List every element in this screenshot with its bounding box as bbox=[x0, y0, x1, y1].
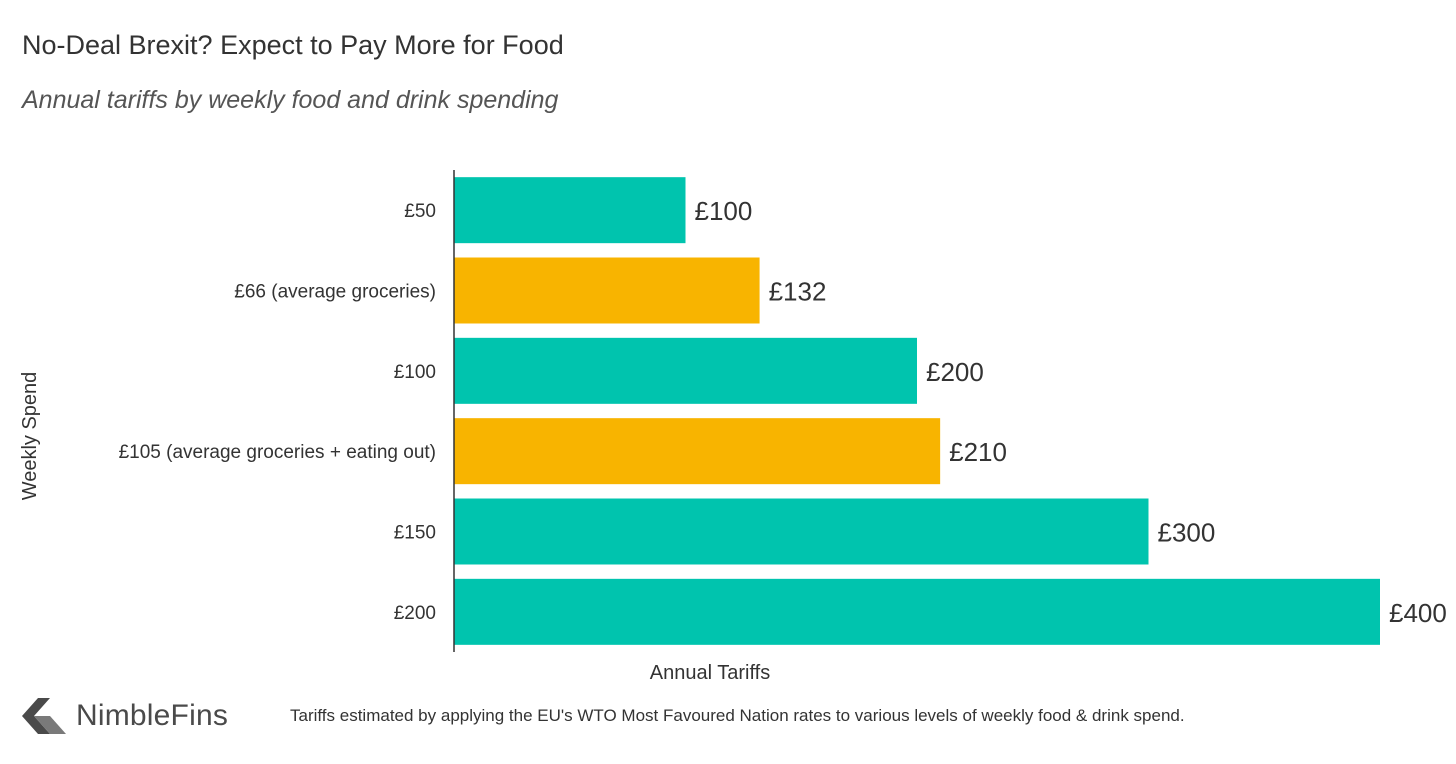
category-label-4: £150 bbox=[394, 523, 436, 544]
y-axis-label: Weekly Spend bbox=[19, 372, 41, 501]
data-label-4: £300 bbox=[1158, 518, 1216, 548]
category-label-0: £50 bbox=[404, 201, 436, 222]
bar-3 bbox=[454, 418, 941, 485]
data-label-5: £400 bbox=[1389, 598, 1447, 628]
bar-2 bbox=[454, 337, 917, 404]
category-label-2: £100 bbox=[394, 362, 436, 383]
category-label-5: £200 bbox=[394, 603, 436, 624]
category-label-3: £105 (average groceries + eating out) bbox=[119, 442, 436, 463]
data-label-2: £200 bbox=[926, 357, 984, 387]
data-label-1: £132 bbox=[769, 277, 827, 307]
bar-0 bbox=[454, 177, 686, 244]
data-label-0: £100 bbox=[695, 196, 753, 226]
bar-1 bbox=[454, 257, 760, 324]
bars-layer: £50 £100 £66 (average groceries) £132 £100 £2… bbox=[119, 177, 1447, 645]
logo-arrow-icon bbox=[22, 698, 66, 734]
chart-title: No-Deal Brexit? Expect to Pay More for F… bbox=[22, 30, 564, 60]
nimblefins-logo: NimbleFins bbox=[20, 698, 228, 734]
category-label-1: £66 (average groceries) bbox=[234, 282, 436, 303]
bar-5 bbox=[454, 578, 1380, 645]
footnote: Tariffs estimated by applying the EU's W… bbox=[290, 706, 1185, 725]
x-axis-label: Annual Tariffs bbox=[650, 662, 770, 684]
data-label-3: £210 bbox=[949, 437, 1007, 467]
brand-name: NimbleFins bbox=[76, 699, 229, 732]
bar-4 bbox=[454, 498, 1149, 565]
chart-subtitle: Annual tariffs by weekly food and drink … bbox=[22, 86, 559, 114]
